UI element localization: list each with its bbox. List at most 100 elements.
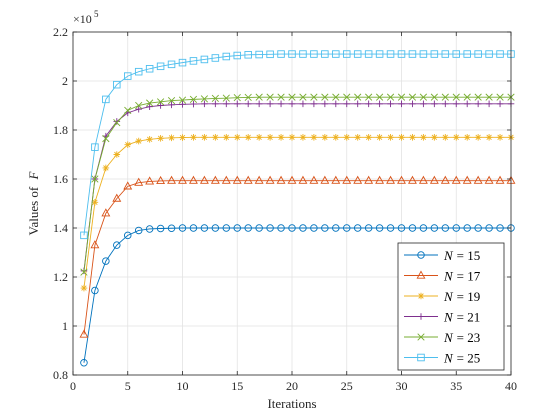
- data-point: [243, 175, 253, 184]
- data-point: [113, 119, 121, 127]
- data-point: [332, 100, 340, 108]
- data-point: [496, 93, 504, 101]
- data-point: [244, 224, 252, 232]
- data-point: [353, 224, 362, 232]
- data-point: [134, 67, 143, 76]
- y-axis-label: Values of F: [26, 170, 41, 235]
- data-point: [452, 224, 461, 232]
- data-point: [310, 93, 318, 101]
- data-point: [420, 100, 427, 108]
- data-point: [496, 100, 504, 108]
- x-tick-label: 5: [125, 379, 131, 393]
- data-point: [299, 50, 307, 58]
- data-point: [463, 224, 471, 232]
- data-point: [113, 118, 121, 125]
- data-point: [80, 359, 88, 367]
- data-point: [101, 208, 111, 217]
- data-point: [320, 175, 330, 184]
- data-point: [211, 94, 219, 103]
- data-point: [189, 224, 198, 232]
- data-point: [299, 93, 307, 101]
- data-point: [178, 224, 187, 232]
- data-point: [254, 175, 264, 184]
- data-point: [495, 175, 505, 184]
- data-point: [485, 50, 493, 58]
- data-point: [332, 134, 340, 141]
- data-point: [496, 134, 504, 141]
- data-point: [255, 100, 263, 108]
- y-tick-label: 2.2: [53, 25, 68, 39]
- data-point: [485, 100, 493, 108]
- data-point: [398, 134, 405, 141]
- data-point: [343, 93, 351, 101]
- data-point: [452, 93, 460, 101]
- data-point: [354, 134, 361, 141]
- data-point: [156, 62, 165, 71]
- data-point: [310, 100, 318, 108]
- x-axis-label: Iterations: [267, 396, 316, 411]
- data-point: [310, 134, 318, 141]
- data-point: [332, 224, 340, 232]
- series-line: [83, 103, 511, 271]
- legend-marker: [417, 292, 425, 300]
- y-axis-label-text: Values of: [26, 186, 41, 235]
- data-point: [232, 175, 242, 184]
- legend-marker: [417, 333, 425, 341]
- data-point: [211, 224, 220, 232]
- legend-label-symbol: N: [443, 310, 454, 325]
- data-point: [255, 93, 263, 101]
- data-point: [190, 100, 197, 108]
- data-point: [222, 94, 230, 102]
- legend-entry: N = 21: [404, 310, 480, 325]
- data-point: [321, 224, 329, 232]
- data-point: [123, 231, 132, 240]
- data-point: [419, 224, 428, 232]
- data-point: [102, 164, 110, 172]
- data-point: [188, 175, 198, 184]
- data-point: [420, 134, 427, 141]
- legend-label-value: = 17: [457, 269, 481, 284]
- data-point: [288, 224, 296, 232]
- legend-label: N = 25: [443, 351, 480, 366]
- data-point: [135, 137, 142, 145]
- x-tick-label: 10: [177, 379, 189, 393]
- data-point: [452, 134, 460, 141]
- y-tick-label: 1.4: [53, 221, 68, 235]
- data-point: [452, 50, 461, 58]
- data-point: [386, 50, 395, 58]
- data-point: [431, 134, 438, 141]
- data-point: [113, 151, 121, 158]
- svg-text:Values of F: Values of F: [26, 170, 41, 235]
- data-point: [364, 175, 374, 184]
- data-point: [212, 134, 219, 141]
- data-point: [332, 50, 340, 58]
- data-point: [431, 100, 438, 108]
- legend-label-symbol: N: [443, 248, 454, 263]
- data-point: [375, 224, 384, 232]
- data-point: [407, 175, 417, 184]
- y-exponent-base: ×10: [73, 12, 92, 26]
- legend-label-value: = 23: [457, 330, 481, 345]
- data-point: [397, 93, 406, 101]
- data-point: [288, 134, 296, 141]
- data-point: [288, 50, 296, 58]
- data-point: [430, 93, 438, 101]
- data-point: [135, 105, 142, 113]
- legend-entry: N = 15: [404, 248, 480, 263]
- legend-box: [397, 242, 505, 371]
- data-point: [442, 100, 449, 108]
- legend-entry: N = 25: [404, 351, 480, 366]
- data-point: [321, 134, 329, 141]
- data-point: [223, 134, 230, 141]
- series-line: [83, 53, 511, 236]
- data-point: [189, 95, 198, 103]
- data-point: [80, 231, 88, 240]
- legend-label: N = 15: [443, 248, 480, 263]
- data-point: [80, 284, 88, 292]
- x-tick-label: 30: [396, 379, 408, 393]
- data-point: [201, 134, 208, 141]
- data-point: [210, 175, 220, 184]
- data-point: [375, 175, 385, 184]
- data-point: [277, 50, 285, 58]
- data-point: [233, 51, 241, 60]
